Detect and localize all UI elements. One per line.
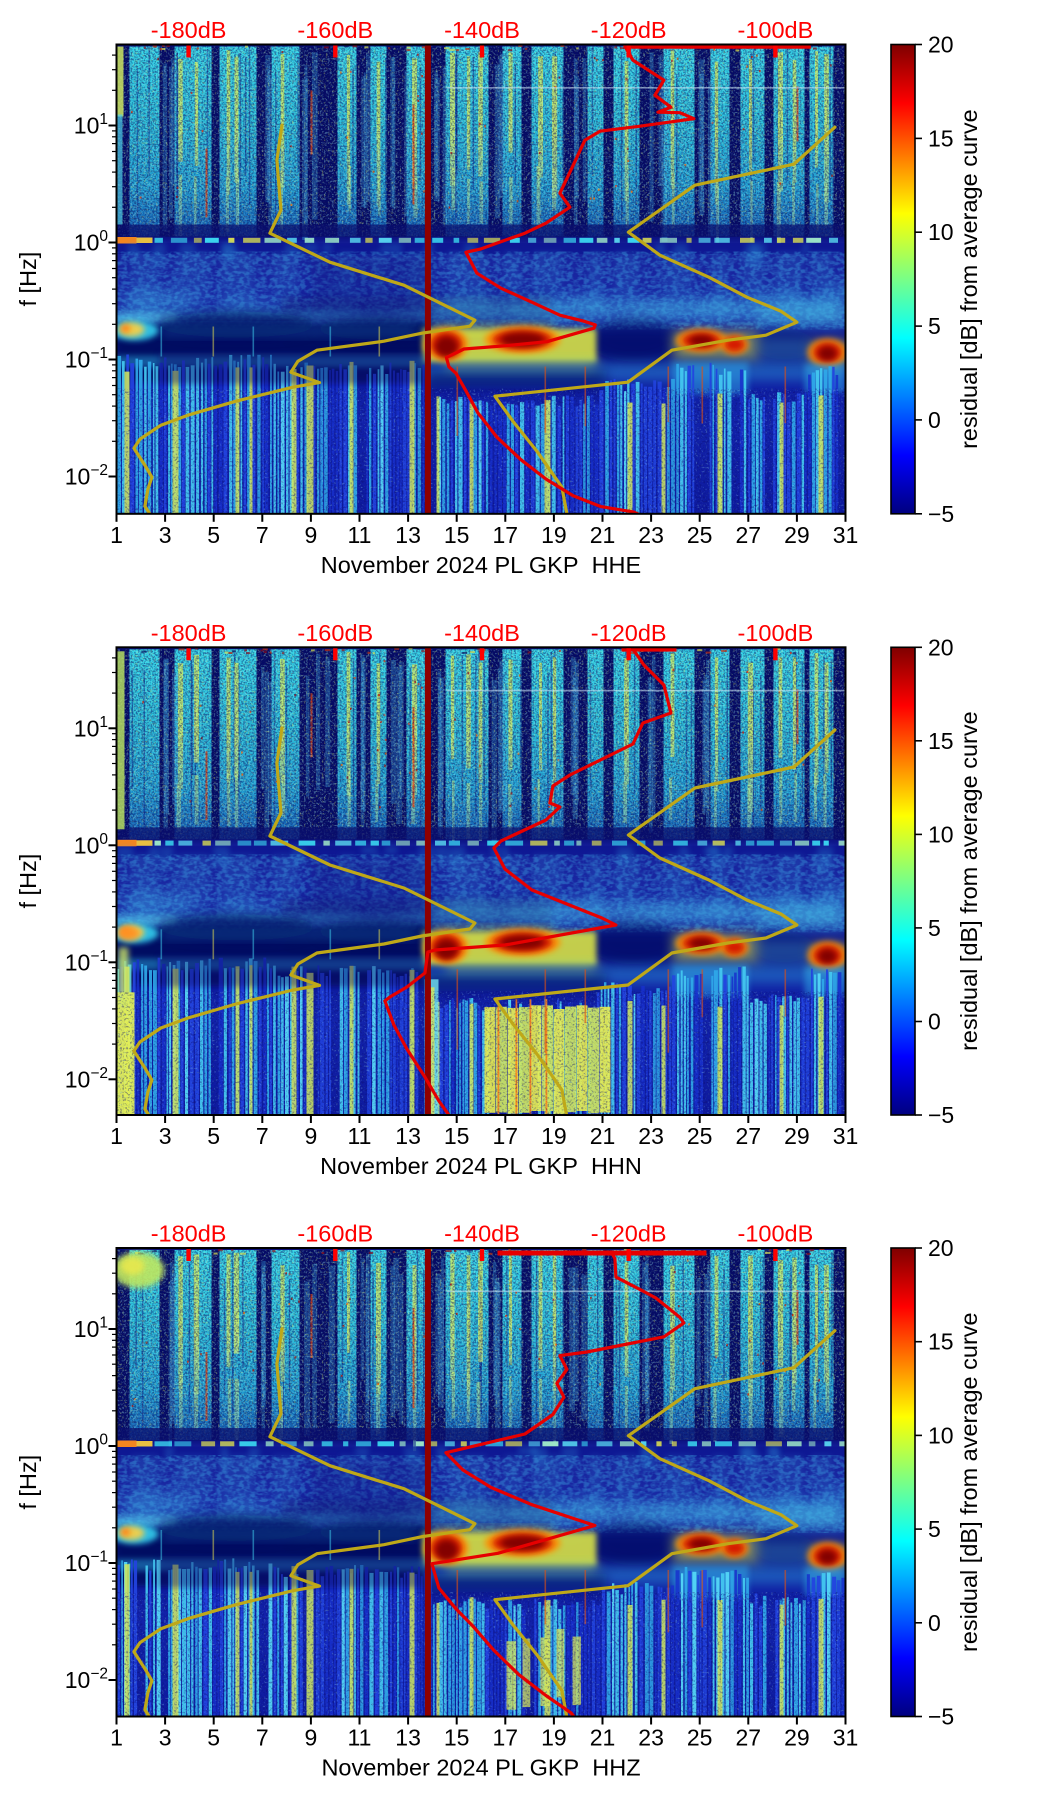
svg-text:1: 1 [110,1123,123,1149]
svg-text:15: 15 [928,728,954,754]
svg-text:9: 9 [305,1725,318,1751]
svg-text:5: 5 [928,1516,941,1542]
svg-text:31: 31 [833,1123,859,1149]
svg-text:11: 11 [348,1123,372,1149]
svg-text:-120dB: -120dB [591,1221,667,1247]
svg-text:23: 23 [638,1725,664,1751]
svg-text:f [Hz]: f [Hz] [15,252,41,307]
svg-text:5: 5 [928,915,941,941]
svg-text:19: 19 [541,522,567,548]
svg-text:10: 10 [928,219,954,245]
svg-text:25: 25 [687,1123,713,1149]
svg-text:11: 11 [348,1725,372,1751]
svg-text:20: 20 [928,1235,954,1261]
svg-text:20: 20 [928,32,954,58]
svg-text:f [Hz]: f [Hz] [15,1455,41,1510]
svg-text:5: 5 [207,522,220,548]
svg-text:17: 17 [493,522,519,548]
svg-text:-140dB: -140dB [444,1221,520,1247]
svg-text:100: 100 [74,831,109,859]
svg-text:5: 5 [207,1123,220,1149]
svg-text:0: 0 [928,407,941,433]
svg-text:-140dB: -140dB [444,620,520,646]
svg-text:3: 3 [159,1123,172,1149]
svg-text:7: 7 [256,1725,269,1751]
svg-text:-140dB: -140dB [444,17,520,43]
svg-text:November 2024 PL GKP HHN: November 2024 PL GKP HHN [320,1153,642,1179]
svg-text:29: 29 [784,522,810,548]
svg-text:November 2024 PL GKP HHE: November 2024 PL GKP HHE [321,552,641,578]
svg-text:10−2: 10−2 [65,1666,108,1694]
svg-text:19: 19 [541,1123,567,1149]
svg-text:21: 21 [590,1725,616,1751]
svg-text:10: 10 [928,1422,954,1448]
svg-text:13: 13 [395,1725,421,1751]
svg-text:13: 13 [395,1123,421,1149]
svg-text:21: 21 [590,1123,616,1149]
svg-text:27: 27 [736,522,762,548]
svg-text:1: 1 [110,1725,123,1751]
svg-text:-100dB: -100dB [738,620,814,646]
svg-text:f [Hz]: f [Hz] [15,854,41,909]
svg-text:1: 1 [110,522,123,548]
svg-text:15: 15 [444,522,470,548]
svg-text:-120dB: -120dB [591,17,667,43]
svg-text:15: 15 [444,1123,470,1149]
svg-text:9: 9 [305,522,318,548]
svg-text:-180dB: -180dB [151,1221,227,1247]
svg-text:29: 29 [784,1123,810,1149]
svg-text:27: 27 [736,1725,762,1751]
svg-text:21: 21 [590,522,616,548]
svg-text:20: 20 [928,634,954,660]
svg-text:31: 31 [833,1725,859,1751]
svg-text:-180dB: -180dB [151,620,227,646]
svg-text:5: 5 [207,1725,220,1751]
svg-text:-120dB: -120dB [591,620,667,646]
svg-text:-180dB: -180dB [151,17,227,43]
svg-text:19: 19 [541,1725,567,1751]
svg-text:0: 0 [928,1009,941,1035]
svg-text:November 2024 PL GKP HHZ: November 2024 PL GKP HHZ [321,1755,640,1781]
svg-text:23: 23 [638,522,664,548]
svg-text:−5: −5 [928,501,954,527]
svg-text:0: 0 [928,1610,941,1636]
svg-text:-160dB: -160dB [297,17,373,43]
svg-text:31: 31 [833,522,859,548]
svg-text:-100dB: -100dB [738,17,814,43]
svg-text:27: 27 [736,1123,762,1149]
svg-text:23: 23 [638,1123,664,1149]
svg-text:10: 10 [928,821,954,847]
svg-text:−5: −5 [928,1704,954,1730]
svg-text:-160dB: -160dB [297,1221,373,1247]
svg-text:7: 7 [256,522,269,548]
svg-text:15: 15 [444,1725,470,1751]
svg-text:-100dB: -100dB [738,1221,814,1247]
svg-text:15: 15 [928,125,954,151]
svg-text:3: 3 [159,522,172,548]
svg-text:7: 7 [256,1123,269,1149]
svg-text:-160dB: -160dB [297,620,373,646]
svg-text:residual [dB] from average cur: residual [dB] from average curve [956,711,982,1051]
svg-text:11: 11 [348,522,372,548]
svg-text:25: 25 [687,522,713,548]
svg-text:17: 17 [493,1725,519,1751]
svg-text:residual [dB] from average cur: residual [dB] from average curve [956,109,982,449]
svg-text:29: 29 [784,1725,810,1751]
svg-text:25: 25 [687,1725,713,1751]
svg-text:13: 13 [395,522,421,548]
svg-text:15: 15 [928,1329,954,1355]
svg-text:residual [dB] from average cur: residual [dB] from average curve [956,1312,982,1652]
svg-text:3: 3 [159,1725,172,1751]
svg-text:5: 5 [928,313,941,339]
svg-text:17: 17 [493,1123,519,1149]
svg-text:9: 9 [305,1123,318,1149]
svg-text:−5: −5 [928,1102,954,1128]
